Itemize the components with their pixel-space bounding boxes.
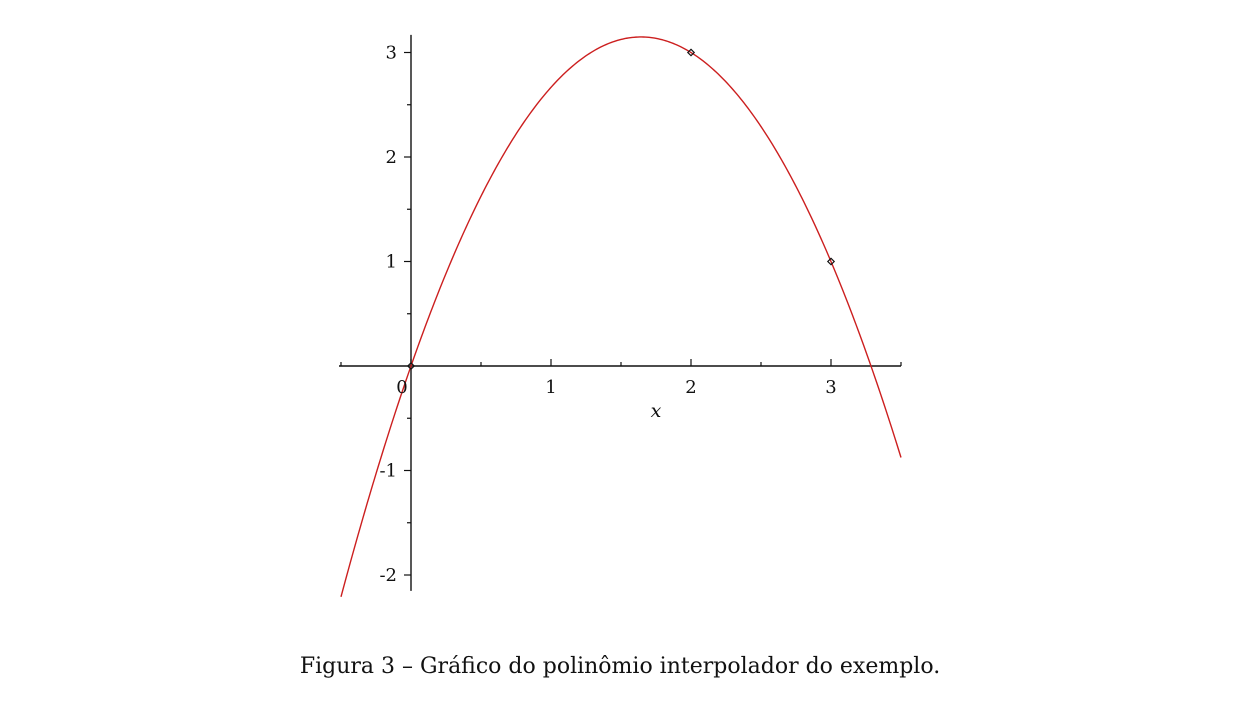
y-tick-label: 2 [386,147,397,168]
x-tick-label: 3 [825,377,836,398]
data-point-marker [826,257,836,266]
data-point-marker [686,48,696,57]
data-point-marker [406,361,416,371]
y-tick-label: 3 [386,43,397,64]
figure-caption: Figura 3 – Gráfico do polinômio interpol… [299,654,941,679]
y-tick-label: -2 [379,565,397,586]
tick-labels: 0 1 2 3 -2 -1 1 2 3 x [379,43,836,587]
axes [339,34,902,591]
x-axis-label: x [651,400,662,422]
y-tick-label: -1 [379,461,397,482]
x-tick-label: 2 [685,377,696,398]
x-tick-label: 0 [396,377,407,398]
chart-plot: 0 1 2 3 -2 -1 1 2 3 x [339,34,902,597]
polynomial-curve [340,36,902,597]
y-tick-label: 1 [386,252,397,273]
x-tick-label: 1 [545,377,556,398]
curve-group [340,36,902,597]
data-points [406,48,836,371]
